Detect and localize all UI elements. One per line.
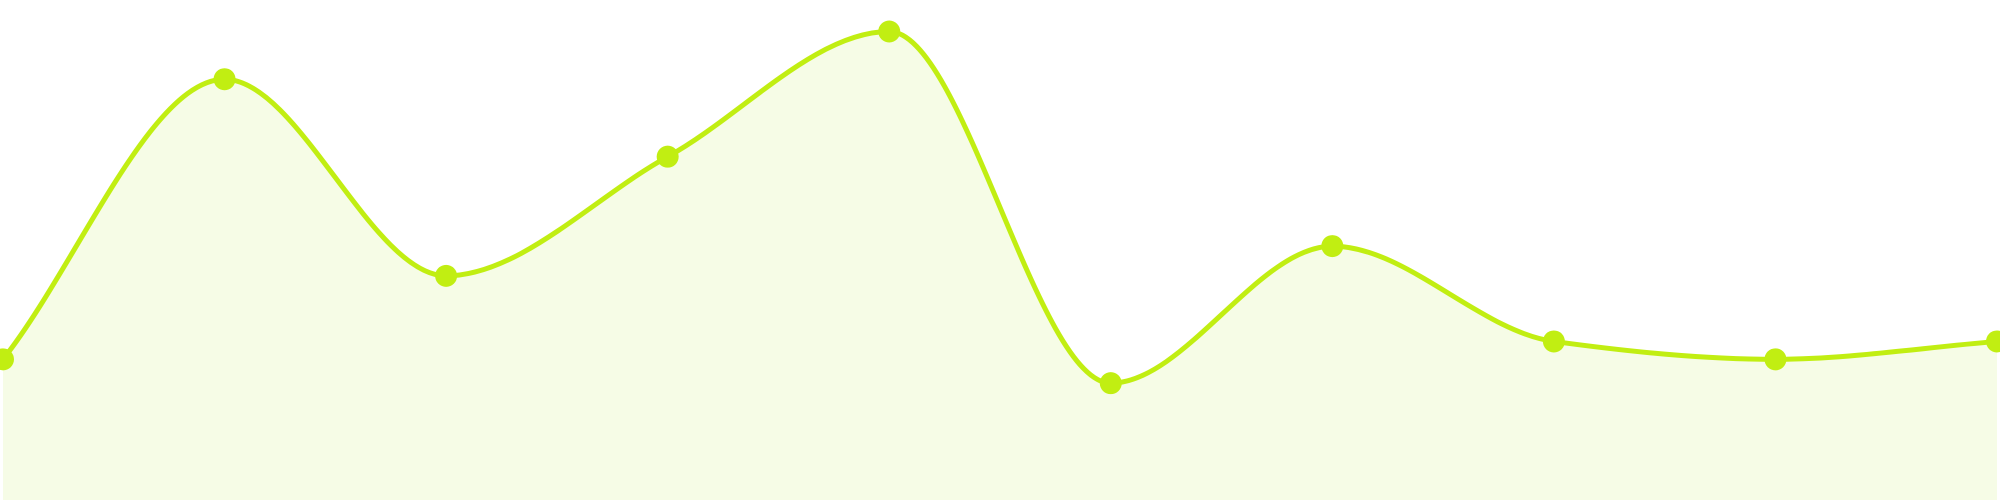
series-markers	[0, 20, 2000, 395]
data-point-4[interactable]	[878, 20, 901, 43]
data-point-3[interactable]	[656, 145, 679, 168]
data-point-1[interactable]	[213, 68, 236, 91]
data-point-9[interactable]	[1986, 330, 2000, 353]
series-line	[1, 29, 1998, 386]
data-point-7[interactable]	[1542, 330, 1565, 353]
data-point-2[interactable]	[435, 264, 458, 287]
data-point-6[interactable]	[1321, 235, 1344, 258]
data-point-0[interactable]	[0, 348, 14, 371]
data-point-5[interactable]	[1099, 372, 1122, 395]
area-fill	[3, 31, 1997, 500]
data-point-8[interactable]	[1764, 348, 1787, 371]
